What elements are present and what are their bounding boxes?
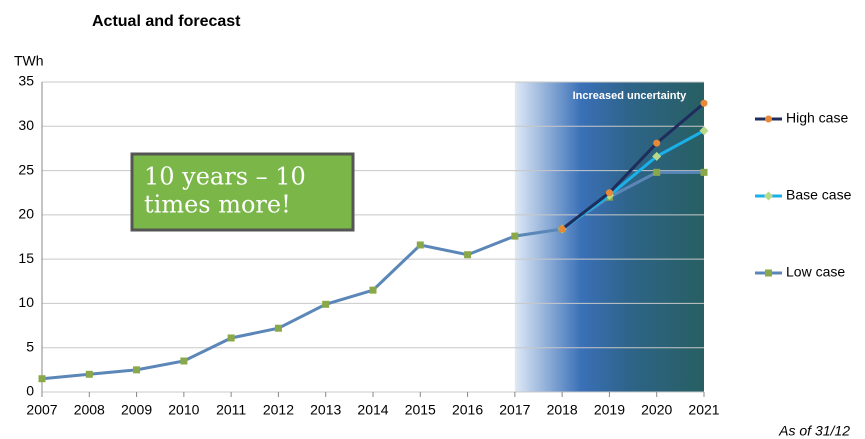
marker [700,99,708,107]
x-tick-label: 2014 [357,402,388,418]
x-tick-label: 2017 [499,402,530,418]
y-tick-label: 25 [18,161,34,177]
y-axis-label: TWh [14,53,44,69]
y-tick-label: 20 [18,206,34,222]
legend-label: High case [786,110,848,126]
chart-title: Actual and forecast [92,13,241,30]
x-tick-label: 2007 [26,402,57,418]
marker [133,366,141,374]
marker [369,286,377,294]
marker [416,241,424,249]
x-tick-label: 2020 [641,402,672,418]
legend-marker [765,269,772,277]
legend-label: Base case [786,187,852,203]
marker [85,370,93,378]
marker [38,375,46,383]
legend-marker [764,191,773,201]
marker [511,232,519,240]
y-tick-label: 30 [18,117,34,133]
series-line [561,102,705,231]
y-tick-label: 35 [18,73,34,89]
marker [653,168,661,176]
y-tick-label: 0 [26,383,34,399]
marker [558,225,566,233]
y-tick-label: 10 [18,294,34,310]
marker [464,251,472,259]
legend-label: Low case [786,264,845,280]
marker [700,168,708,176]
marker [227,334,235,342]
x-tick-label: 2008 [74,402,105,418]
uncertainty-region [514,82,704,392]
y-tick-label: 5 [26,338,34,354]
x-tick-label: 2010 [168,402,199,418]
x-tick-label: 2015 [405,402,436,418]
x-tick-label: 2018 [547,402,578,418]
marker [699,126,709,136]
annotation-text: times more! [144,191,291,219]
marker [605,189,613,197]
x-tick-label: 2009 [121,402,152,418]
x-tick-label: 2013 [310,402,341,418]
annotation-text: 10 years – 10 [144,163,306,191]
x-tick-label: 2011 [216,402,246,418]
marker [274,324,282,332]
marker [322,300,330,308]
marker [652,151,662,161]
marker [653,139,661,147]
x-tick-label: 2019 [594,402,625,418]
marker [180,357,188,365]
region-label: Increased uncertainty [573,90,688,102]
x-tick-label: 2012 [263,402,294,418]
y-tick-label: 15 [18,250,34,266]
legend-marker [765,115,772,123]
x-tick-label: 2016 [452,402,483,418]
annotation-box [130,152,355,232]
x-tick-label: 2021 [688,402,719,418]
footnote: As of 31/12 [778,423,850,439]
